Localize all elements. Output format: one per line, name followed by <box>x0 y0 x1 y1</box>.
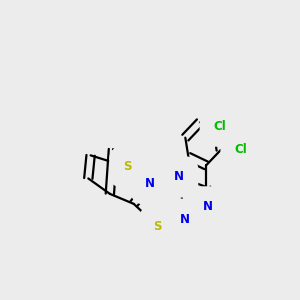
Text: S: S <box>123 160 132 173</box>
Text: Cl: Cl <box>214 120 226 133</box>
Text: N: N <box>174 170 184 183</box>
Text: S: S <box>153 220 162 233</box>
Text: N: N <box>203 200 213 213</box>
Text: Cl: Cl <box>235 143 247 157</box>
Text: N: N <box>179 213 190 226</box>
Text: N: N <box>145 177 155 190</box>
